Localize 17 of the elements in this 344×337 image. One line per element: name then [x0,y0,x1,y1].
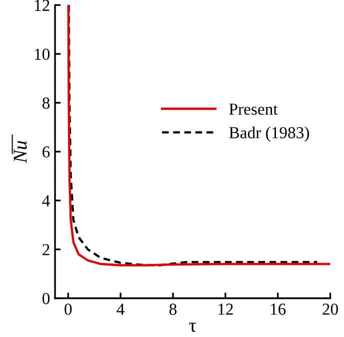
x-tick-label: 4 [116,304,124,315]
x-tick-label: 20 [322,304,338,315]
x-axis-title: τ [189,322,196,332]
y-tick-label: 8 [42,97,50,109]
y-tick-label: 12 [34,0,50,11]
x-tick-label: 16 [270,304,286,315]
y-tick-label: 4 [42,195,50,206]
y-axis-title: N̅u̅ [12,134,27,164]
legend-label: Badr (1983) [229,126,310,142]
y-tick-label: 0 [42,292,50,304]
y-tick-label: 2 [42,244,50,256]
y-tick-label: 10 [34,48,50,60]
legend-label: Present [229,104,278,115]
x-tick-label: 8 [169,304,177,315]
y-tick-label: 6 [42,146,50,158]
x-tick-label: 0 [64,304,72,315]
x-tick-label: 12 [218,304,233,315]
